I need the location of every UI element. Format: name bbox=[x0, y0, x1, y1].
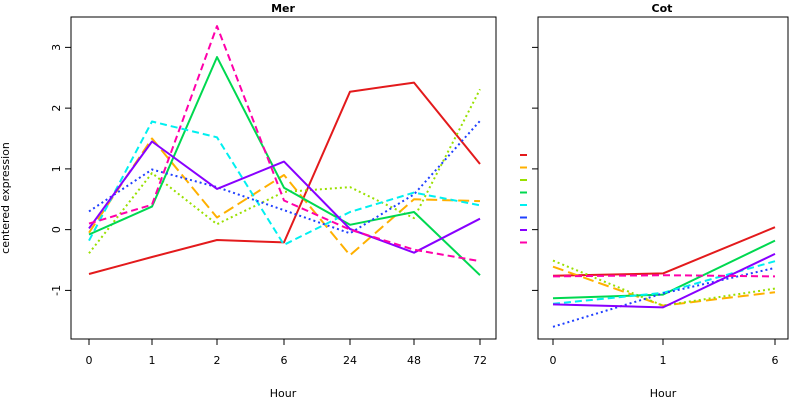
axes-mer: -1 0 1 2 3 0 1 2 6 24 48 72 bbox=[50, 44, 487, 367]
x-tick-label-mer-1: 1 bbox=[149, 354, 156, 367]
series-line-cot-4 bbox=[552, 239, 776, 300]
x-tick-label-mer-3: 6 bbox=[281, 354, 288, 367]
axes-cot: 0 1 6 bbox=[532, 46, 779, 367]
x-tick-label-mer-4: 24 bbox=[343, 354, 357, 367]
y-tick-label-mer-2: 1 bbox=[50, 165, 63, 172]
x-tick-label-mer-5: 48 bbox=[407, 354, 421, 367]
series-line-mer-5 bbox=[88, 120, 481, 246]
y-tick-label-mer-4: 3 bbox=[50, 44, 63, 51]
series-line-mer-7 bbox=[88, 140, 481, 254]
series-line-cot-6 bbox=[552, 266, 776, 328]
series-line-mer-4 bbox=[88, 56, 481, 276]
x-tick-label-cot-0: 0 bbox=[550, 354, 557, 367]
panel-mer: Mer -1 0 1 2 3 0 1 2 6 24 48 72 Hour bbox=[50, 2, 497, 400]
panel-title-mer: Mer bbox=[271, 2, 295, 15]
y-tick-label-mer-3: 2 bbox=[50, 105, 63, 112]
series-line-cot-1 bbox=[552, 226, 776, 277]
series-line-mer-6 bbox=[88, 120, 481, 235]
plot-frame-cot bbox=[537, 16, 789, 340]
series-line-cot-7 bbox=[552, 252, 776, 309]
panel-title-cot: Cot bbox=[652, 2, 673, 15]
panel-cot: Cot 0 1 6 Hour bbox=[532, 2, 789, 400]
series-line-cot-3 bbox=[552, 259, 776, 307]
y-tick-label-mer-0: -1 bbox=[50, 285, 63, 296]
series-line-mer-3 bbox=[88, 88, 481, 254]
x-tick-label-cot-1: 1 bbox=[660, 354, 667, 367]
y-axis-title: centered expression bbox=[0, 142, 12, 254]
x-axis-title-mer: Hour bbox=[270, 387, 297, 400]
series-line-cot-8 bbox=[552, 274, 776, 278]
x-tick-label-cot-2: 6 bbox=[772, 354, 779, 367]
series-group-cot bbox=[552, 226, 776, 328]
series-line-cot-2 bbox=[552, 265, 776, 307]
legend-keys bbox=[520, 154, 527, 244]
x-tick-label-mer-0: 0 bbox=[86, 354, 93, 367]
series-group-mer bbox=[88, 25, 481, 276]
series-line-mer-2 bbox=[88, 137, 481, 257]
y-tick-label-mer-1: 0 bbox=[50, 226, 63, 233]
x-tick-label-mer-2: 2 bbox=[214, 354, 221, 367]
x-axis-title-cot: Hour bbox=[650, 387, 677, 400]
series-line-mer-8 bbox=[88, 25, 481, 263]
plot-frame-mer bbox=[70, 16, 497, 340]
x-tick-label-mer-6: 72 bbox=[473, 354, 487, 367]
series-line-mer-1 bbox=[88, 81, 481, 275]
